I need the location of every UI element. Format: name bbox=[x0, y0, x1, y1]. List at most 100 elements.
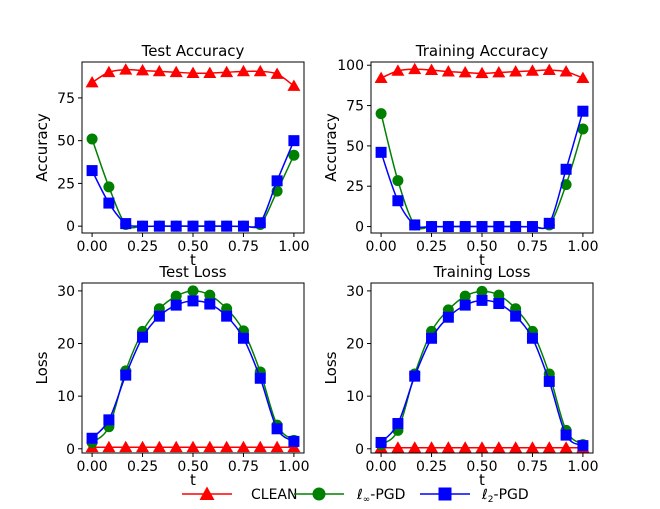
data-point-clean-3 bbox=[136, 440, 150, 453]
data-point-clean-2 bbox=[408, 441, 422, 453]
data-point-l2-11 bbox=[560, 429, 572, 441]
data-point-l2-7 bbox=[493, 221, 505, 233]
data-point-clean-10 bbox=[542, 441, 556, 453]
chart-4-title: Training Loss bbox=[433, 263, 531, 281]
x-tick-label: 0.50 bbox=[177, 459, 208, 475]
data-point-l2-3 bbox=[426, 332, 438, 344]
y-tick-label: 0 bbox=[66, 219, 75, 235]
data-point-l2-4 bbox=[442, 221, 454, 233]
data-point-l2-12 bbox=[577, 105, 589, 117]
data-point-l2-6 bbox=[187, 295, 199, 307]
data-point-l2-2 bbox=[120, 218, 132, 230]
data-point-l2-1 bbox=[392, 418, 404, 430]
data-point-clean-5 bbox=[169, 65, 183, 78]
data-point-l2-7 bbox=[204, 298, 216, 310]
chart-3-xlabel: t bbox=[190, 471, 196, 489]
data-point-clean-4 bbox=[152, 64, 166, 77]
data-point-l2-2 bbox=[120, 369, 132, 381]
data-point-clean-6 bbox=[475, 66, 489, 79]
x-tick-label: 0.00 bbox=[77, 239, 108, 255]
y-tick-label: 10 bbox=[346, 389, 364, 405]
data-point-l2-10 bbox=[254, 217, 266, 229]
data-point-clean-4 bbox=[441, 441, 455, 453]
legend-linf-sub: ∞ bbox=[363, 495, 371, 505]
x-tick-label: 1.00 bbox=[567, 459, 598, 475]
data-point-clean-2 bbox=[408, 62, 422, 75]
x-tick-label: 0.00 bbox=[77, 459, 108, 475]
data-point-l2-3 bbox=[137, 220, 149, 232]
data-point-clean-2 bbox=[119, 63, 133, 75]
y-tick-label: 50 bbox=[346, 139, 364, 155]
chart-1-ylabel: Accuracy bbox=[33, 113, 51, 182]
data-point-l2-5 bbox=[459, 221, 471, 233]
y-tick-label: 75 bbox=[346, 99, 364, 115]
data-point-l2-6 bbox=[476, 294, 488, 306]
data-point-clean-9 bbox=[525, 441, 539, 453]
data-point-clean-2 bbox=[119, 440, 133, 453]
data-point-l2-5 bbox=[459, 299, 471, 311]
x-tick-label: 0.75 bbox=[517, 459, 548, 475]
x-tick-label: 0.00 bbox=[366, 459, 397, 475]
data-point-l2-9 bbox=[526, 221, 538, 233]
y-tick-label: 0 bbox=[355, 220, 364, 236]
data-point-clean-1 bbox=[391, 441, 405, 453]
data-point-l2-10 bbox=[543, 217, 555, 229]
legend-l2-sub: 2 bbox=[488, 495, 494, 505]
data-point-l2-4 bbox=[442, 311, 454, 323]
y-tick-label: 50 bbox=[57, 134, 75, 150]
data-point-l2-1 bbox=[392, 195, 404, 207]
data-point-l2-10 bbox=[543, 375, 555, 387]
legend-clean-marker bbox=[199, 486, 215, 500]
data-point-l2-11 bbox=[560, 163, 572, 175]
x-tick-label: 0.25 bbox=[127, 239, 158, 255]
data-point-l2-9 bbox=[237, 332, 249, 344]
data-point-linf-11 bbox=[560, 179, 572, 191]
y-tick-label: 20 bbox=[57, 337, 75, 353]
data-point-clean-0 bbox=[85, 76, 99, 88]
data-point-clean-1 bbox=[102, 65, 116, 78]
data-point-clean-6 bbox=[186, 440, 200, 453]
series-line-linf bbox=[380, 113, 584, 230]
legend-linf-suffix: -PGD bbox=[370, 487, 405, 503]
x-tick-label: 0.75 bbox=[517, 239, 548, 255]
data-point-clean-7 bbox=[203, 440, 217, 453]
data-point-linf-1 bbox=[103, 181, 115, 193]
x-tick-label: 0.75 bbox=[228, 239, 259, 255]
data-point-clean-0 bbox=[374, 71, 388, 84]
data-point-l2-0 bbox=[86, 432, 98, 444]
data-point-clean-7 bbox=[492, 65, 506, 78]
legend-l2-marker bbox=[438, 487, 452, 501]
data-point-linf-12 bbox=[288, 149, 300, 161]
data-point-clean-3 bbox=[425, 441, 439, 453]
data-point-linf-6 bbox=[476, 285, 488, 297]
y-tick-label: 10 bbox=[57, 389, 75, 405]
data-point-l2-0 bbox=[375, 436, 387, 448]
data-point-clean-4 bbox=[152, 440, 166, 453]
data-point-clean-10 bbox=[253, 440, 267, 453]
data-point-l2-8 bbox=[221, 310, 233, 322]
x-tick-label: 0.50 bbox=[466, 459, 497, 475]
data-point-clean-9 bbox=[236, 64, 250, 77]
data-point-clean-11 bbox=[270, 67, 284, 79]
data-point-clean-10 bbox=[253, 64, 267, 77]
data-point-l2-6 bbox=[187, 220, 199, 232]
series-line-linf bbox=[380, 290, 584, 446]
data-point-l2-4 bbox=[153, 310, 165, 322]
data-point-l2-3 bbox=[137, 331, 149, 343]
x-tick-label: 0.50 bbox=[466, 239, 497, 255]
data-point-l2-1 bbox=[103, 197, 115, 209]
data-point-clean-4 bbox=[441, 65, 455, 77]
data-point-l2-2 bbox=[409, 370, 421, 382]
data-point-l2-4 bbox=[153, 220, 165, 232]
chart-3-title: Test Loss bbox=[158, 263, 226, 281]
data-point-l2-2 bbox=[409, 219, 421, 231]
chart-1: Test Accuracy 0.00 0.25 0.50 0.75 1.00 0 25 50 75… bbox=[33, 42, 309, 269]
data-point-l2-10 bbox=[254, 372, 266, 384]
data-point-linf-5 bbox=[170, 290, 182, 302]
data-point-l2-6 bbox=[476, 221, 488, 233]
data-point-clean-8 bbox=[509, 65, 523, 77]
y-tick-label: 25 bbox=[346, 179, 364, 195]
data-point-clean-1 bbox=[102, 440, 116, 453]
data-point-l2-8 bbox=[510, 221, 522, 233]
data-point-l2-5 bbox=[170, 299, 182, 311]
